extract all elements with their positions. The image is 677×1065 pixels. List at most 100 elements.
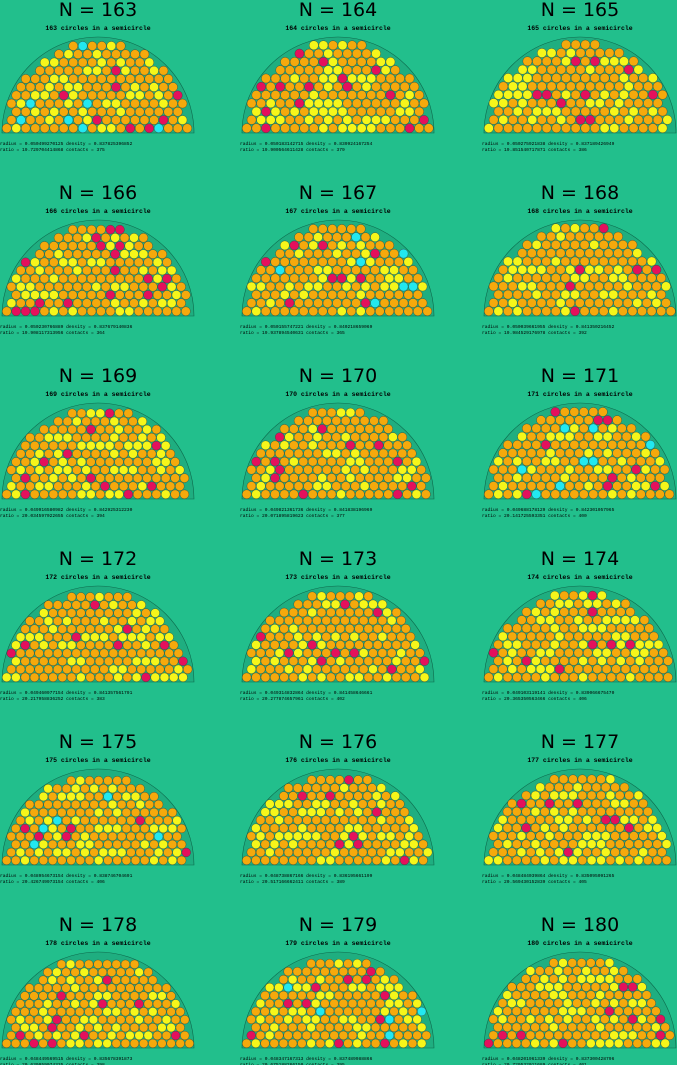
circle bbox=[43, 967, 53, 977]
circle bbox=[358, 783, 368, 793]
circle bbox=[139, 115, 150, 125]
circle bbox=[117, 799, 127, 810]
circle bbox=[173, 107, 183, 117]
circle bbox=[316, 855, 326, 865]
circle bbox=[20, 991, 30, 1001]
circle bbox=[535, 847, 545, 857]
circle bbox=[97, 41, 107, 51]
circle bbox=[633, 81, 644, 92]
circle bbox=[16, 465, 26, 475]
circle bbox=[128, 432, 138, 443]
circle bbox=[389, 265, 399, 275]
circle bbox=[619, 106, 629, 117]
circle bbox=[535, 1014, 545, 1024]
circle bbox=[352, 1006, 362, 1017]
circle bbox=[16, 98, 26, 109]
circle bbox=[631, 481, 641, 491]
circle bbox=[511, 1006, 522, 1016]
circle bbox=[619, 798, 630, 809]
circle bbox=[583, 415, 594, 425]
circle bbox=[142, 473, 152, 483]
circle bbox=[576, 1022, 587, 1032]
circle bbox=[48, 608, 58, 618]
circle bbox=[389, 1006, 399, 1017]
circle bbox=[25, 115, 36, 125]
circle bbox=[507, 1014, 517, 1024]
circle bbox=[280, 106, 290, 117]
circle bbox=[260, 456, 271, 467]
circle bbox=[597, 639, 607, 650]
circle bbox=[311, 783, 321, 793]
circle bbox=[503, 440, 513, 450]
circle bbox=[309, 40, 319, 51]
circle bbox=[270, 440, 280, 450]
circle bbox=[622, 248, 633, 258]
circle bbox=[332, 281, 342, 292]
circle bbox=[664, 489, 675, 499]
circle bbox=[123, 473, 133, 483]
circle bbox=[611, 599, 621, 609]
circle bbox=[141, 640, 151, 650]
circle bbox=[280, 290, 290, 300]
circle bbox=[575, 98, 586, 108]
circle bbox=[648, 73, 658, 83]
circle bbox=[320, 815, 331, 825]
circle bbox=[643, 81, 653, 92]
circle bbox=[596, 790, 606, 801]
circle bbox=[134, 967, 144, 977]
circle bbox=[16, 115, 26, 125]
circle bbox=[316, 624, 327, 634]
circle bbox=[322, 448, 332, 459]
circle bbox=[375, 290, 385, 300]
circle bbox=[284, 448, 294, 459]
circle bbox=[635, 656, 645, 666]
circle bbox=[92, 82, 102, 92]
circle bbox=[522, 473, 532, 483]
circle bbox=[512, 489, 523, 499]
circle bbox=[394, 1030, 404, 1040]
circle bbox=[549, 839, 559, 849]
circle bbox=[516, 1014, 526, 1024]
circle bbox=[619, 89, 629, 100]
circle bbox=[361, 990, 371, 1001]
circle bbox=[563, 831, 573, 841]
circle bbox=[137, 432, 147, 443]
circle bbox=[361, 1022, 371, 1033]
circle bbox=[498, 81, 509, 92]
circle bbox=[411, 456, 422, 467]
circle bbox=[265, 799, 275, 809]
circle bbox=[388, 432, 398, 442]
circle bbox=[615, 839, 625, 849]
circle bbox=[502, 839, 513, 849]
circle bbox=[568, 839, 578, 849]
circle bbox=[67, 608, 77, 618]
circle bbox=[329, 982, 339, 993]
circle bbox=[337, 40, 348, 51]
circle bbox=[142, 424, 152, 435]
circle bbox=[34, 664, 44, 674]
circle bbox=[313, 81, 324, 92]
circle bbox=[94, 656, 105, 666]
circle bbox=[56, 991, 66, 1001]
circle bbox=[493, 123, 504, 133]
circle bbox=[269, 990, 279, 1001]
circle bbox=[404, 106, 415, 117]
circle bbox=[618, 1030, 629, 1040]
circle bbox=[292, 966, 302, 977]
circle bbox=[120, 959, 130, 969]
circle bbox=[251, 473, 261, 483]
circle bbox=[101, 65, 112, 76]
circle bbox=[107, 1015, 117, 1025]
circle bbox=[517, 81, 528, 92]
circle bbox=[294, 298, 304, 308]
circle bbox=[614, 64, 624, 75]
circle bbox=[583, 431, 594, 442]
circle bbox=[72, 432, 82, 443]
circle bbox=[128, 449, 138, 459]
circle bbox=[256, 448, 266, 459]
circle bbox=[280, 273, 290, 284]
circle bbox=[307, 807, 317, 817]
circle bbox=[168, 82, 178, 92]
circle bbox=[104, 489, 115, 499]
